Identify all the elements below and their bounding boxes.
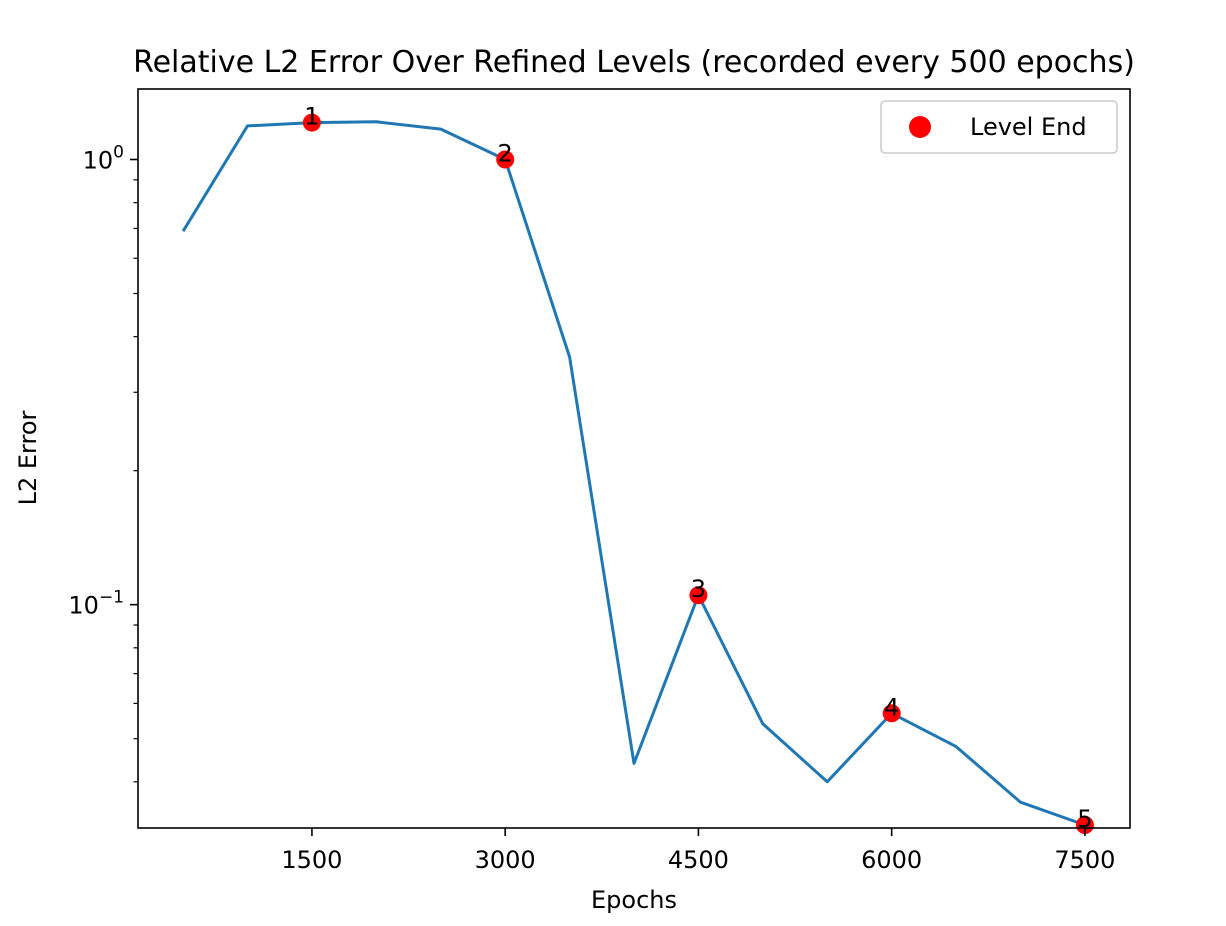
x-axis: 1500 3000 4500 6000 7500 [281, 828, 1115, 874]
level-label: 4 [884, 693, 899, 721]
series-line [181, 120, 1086, 827]
legend-box [880, 100, 1118, 154]
x-tick-label: 3000 [475, 846, 536, 874]
level-end-marker [302, 113, 321, 132]
level-end-marker [882, 704, 901, 723]
plot-area: 1 2 3 4 5 [181, 103, 1094, 834]
level-end-marker [689, 586, 708, 605]
x-tick-label: 7500 [1054, 846, 1115, 874]
level-end-marker [496, 150, 515, 169]
x-tick-label: 4500 [668, 846, 729, 874]
x-tick-label: 6000 [861, 846, 922, 874]
chart-title: Relative L2 Error Over Refined Levels (r… [133, 45, 1135, 80]
x-axis-label: Epochs [591, 886, 677, 914]
level-end-marker [1075, 816, 1094, 834]
y-axis-label: L2 Error [14, 410, 42, 505]
legend: Level End [880, 100, 1118, 154]
axes-frame [137, 88, 1131, 829]
x-tick-label: 1500 [281, 846, 342, 874]
level-label: 2 [498, 140, 513, 168]
level-label: 1 [304, 103, 319, 131]
legend-label: Level End [970, 113, 1087, 141]
level-label: 5 [1077, 805, 1092, 833]
y-axis: 100 10−1 [68, 142, 138, 783]
y-tick-label: 100 [83, 142, 124, 174]
legend-marker [909, 116, 931, 138]
y-tick-label: 10−1 [68, 588, 124, 620]
level-label: 3 [691, 575, 706, 603]
